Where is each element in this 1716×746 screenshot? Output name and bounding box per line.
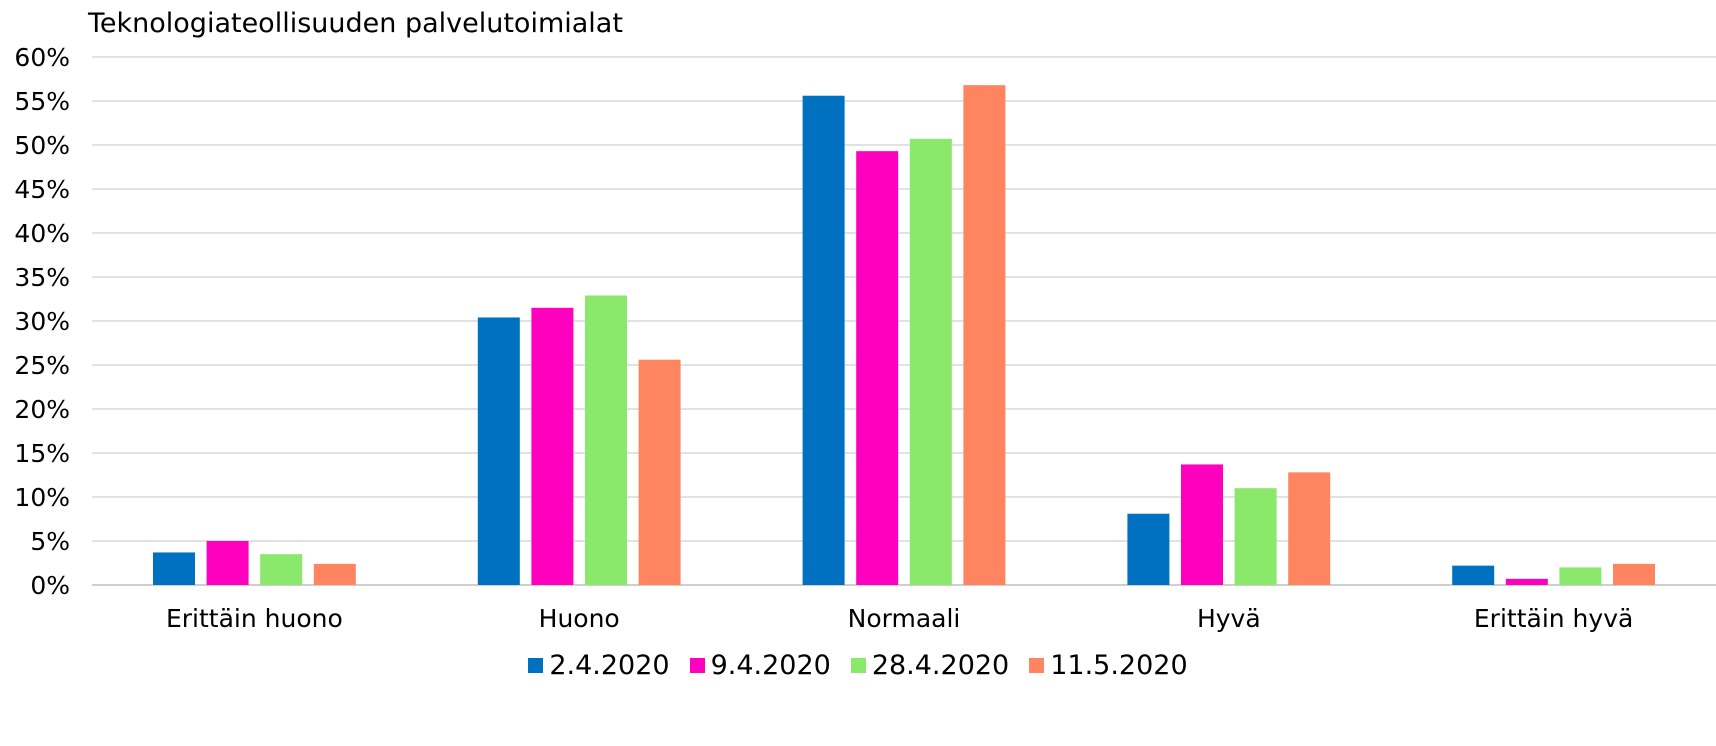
bar-28.4.2020 <box>585 295 627 585</box>
y-tick-label: 5% <box>30 527 70 556</box>
legend-item: 2.4.2020 <box>528 650 670 681</box>
y-tick-label: 60% <box>14 43 70 72</box>
legend-swatch <box>689 658 705 673</box>
x-category-label: Huono <box>539 604 620 633</box>
y-axis-tick-labels: 0% 5% 10% 15% 20% 25% 30% 35% 40% 45% 50% 55% 60% <box>14 43 70 600</box>
bar-9.4.2020 <box>531 307 574 585</box>
legend-swatch <box>1029 658 1045 673</box>
bar-2.4.2020 <box>477 317 520 585</box>
bar-11.5.2020 <box>1613 563 1655 585</box>
y-tick-label: 45% <box>14 175 70 204</box>
y-tick-label: 30% <box>14 307 70 336</box>
y-tick-label: 20% <box>14 395 70 424</box>
legend-item: 11.5.2020 <box>1029 650 1188 681</box>
y-tick-label: 10% <box>14 483 70 512</box>
bar-9.4.2020 <box>206 541 249 585</box>
legend-item: 9.4.2020 <box>689 650 831 681</box>
bar-2.4.2020 <box>802 95 845 585</box>
y-tick-label: 0% <box>30 571 70 600</box>
legend-swatch <box>850 658 866 673</box>
bar-11.5.2020 <box>1288 472 1331 585</box>
y-tick-label: 15% <box>14 439 70 468</box>
legend-swatch <box>528 658 544 673</box>
x-category-label: Hyvä <box>1197 604 1261 633</box>
legend-item: 28.4.2020 <box>850 650 1010 681</box>
gridlines <box>92 56 1716 586</box>
legend-label: 11.5.2020 <box>1050 650 1188 681</box>
x-category-label: Erittäin huono <box>166 604 343 633</box>
bar-2.4.2020 <box>153 552 195 585</box>
y-tick-label: 35% <box>14 263 70 292</box>
legend-label: 9.4.2020 <box>710 650 831 681</box>
x-axis-category-labels: Erittäin huono Huono Normaali Hyvä Erittäin … <box>166 604 1633 633</box>
bar-11.5.2020 <box>963 85 1006 585</box>
chart-legend: 2.4.2020 9.4.2020 28.4.2020 11.5.2020 <box>0 650 1716 681</box>
bars <box>153 85 1655 585</box>
x-category-label: Normaali <box>848 604 961 633</box>
x-category-label: Erittäin hyvä <box>1474 604 1633 633</box>
legend-label: 2.4.2020 <box>549 650 670 681</box>
bar-11.5.2020 <box>638 359 681 585</box>
y-tick-label: 25% <box>14 351 70 380</box>
y-tick-label: 55% <box>14 87 70 116</box>
bar-28.4.2020 <box>1559 567 1602 585</box>
chart-title: Teknologiateollisuuden palvelutoimialat <box>88 8 623 39</box>
bar-28.4.2020 <box>909 138 952 585</box>
bar-9.4.2020 <box>1181 464 1223 585</box>
bar-9.4.2020 <box>1505 578 1548 585</box>
bar-11.5.2020 <box>313 563 356 585</box>
bar-28.4.2020 <box>260 554 303 585</box>
legend-label: 28.4.2020 <box>871 650 1010 681</box>
bar-2.4.2020 <box>1452 565 1495 585</box>
bar-9.4.2020 <box>856 151 899 585</box>
bar-2.4.2020 <box>1127 513 1170 585</box>
y-tick-label: 40% <box>14 219 70 248</box>
bar-28.4.2020 <box>1234 488 1277 585</box>
y-tick-label: 50% <box>14 131 70 160</box>
